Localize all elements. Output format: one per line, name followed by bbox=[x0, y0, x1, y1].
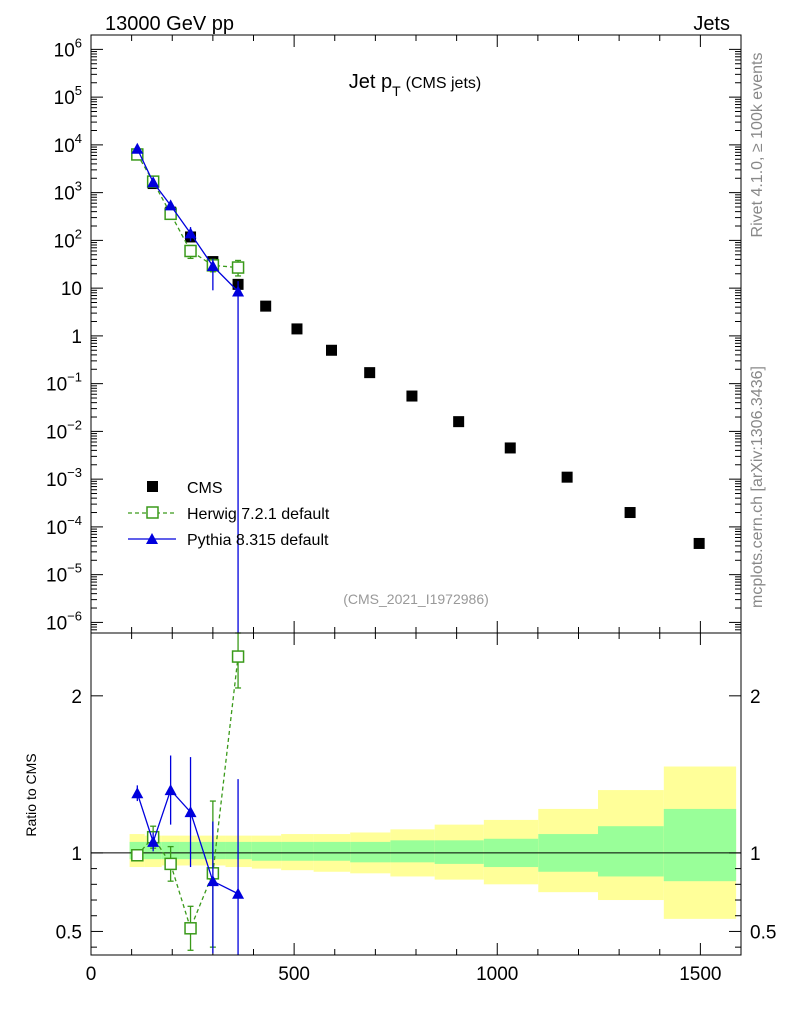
ratio-panel: 0.5 0.5 1 1 2 2 Ratio to CMS bbox=[23, 632, 776, 956]
rivet-label: Rivet 4.1.0, ≥ 100k events bbox=[749, 53, 766, 238]
mcplots-label: mcplots.cern.ch [arXiv:1306.3436] bbox=[749, 366, 766, 608]
herwig-point bbox=[164, 857, 177, 871]
legend-cms-marker bbox=[147, 481, 158, 492]
ratio-uncertainty-band bbox=[91, 766, 741, 919]
band-inner-segment bbox=[598, 826, 664, 877]
cms-point bbox=[406, 390, 418, 402]
x-tick-label: 0 bbox=[86, 964, 97, 985]
cms-point bbox=[260, 300, 272, 312]
ratio-y-tick-label-right: 2 bbox=[750, 687, 761, 708]
main-series-marks bbox=[131, 142, 705, 633]
x-axis-tick-labels: 0 500 1000 1500 bbox=[86, 964, 722, 985]
cms-point bbox=[624, 507, 636, 519]
y-tick-label: 10−2 bbox=[46, 417, 82, 443]
herwig-point bbox=[231, 261, 245, 274]
cms-point bbox=[326, 344, 337, 356]
ratio-y-tick-label-left: 2 bbox=[71, 687, 82, 708]
band-inner-segment bbox=[390, 840, 435, 863]
legend: CMS Herwig 7.2.1 default Pythia 8.315 de… bbox=[128, 480, 330, 549]
ratio-y-tick-label-right: 0.5 bbox=[750, 922, 776, 943]
plot-title-suffix: (CMS jets) bbox=[406, 75, 482, 92]
y-tick-label: 10−3 bbox=[46, 465, 82, 491]
band-inner-segment bbox=[663, 808, 737, 882]
ratio-ylabel: Ratio to CMS bbox=[23, 753, 39, 836]
y-tick-label: 102 bbox=[54, 226, 82, 252]
legend-herwig: Herwig 7.2.1 default bbox=[128, 506, 330, 523]
pythia-point bbox=[147, 176, 160, 188]
y-tick-label: 10−5 bbox=[46, 561, 82, 587]
legend-pythia-label: Pythia 8.315 default bbox=[187, 532, 329, 549]
band-inner-segment bbox=[434, 840, 484, 864]
band-inner-segment bbox=[251, 841, 282, 861]
legend-cms: CMS bbox=[147, 480, 223, 497]
pythia-point bbox=[206, 260, 219, 272]
y-tick-label: 10−1 bbox=[46, 370, 82, 396]
x-tick-label: 1000 bbox=[476, 964, 518, 985]
x-tick-label: 500 bbox=[278, 964, 310, 985]
herwig-line bbox=[136, 656, 239, 931]
ratio-y-tick-label-left: 0.5 bbox=[56, 922, 82, 943]
ratio-y-tick-label-right: 1 bbox=[750, 844, 761, 865]
herwig-point bbox=[184, 244, 197, 258]
y-tick-label: 10 bbox=[61, 279, 82, 300]
main-panel: 10610510410310210110−110−210−310−410−510… bbox=[46, 34, 742, 955]
legend-pythia: Pythia 8.315 default bbox=[128, 532, 329, 549]
pythia-point bbox=[131, 787, 144, 799]
y-tick-label: 105 bbox=[54, 83, 82, 109]
cms-point bbox=[453, 416, 465, 428]
pythia-point bbox=[184, 227, 197, 239]
legend-pythia-marker bbox=[146, 533, 158, 544]
analysis-id: (CMS_2021_I1972986) bbox=[343, 591, 489, 607]
legend-herwig-marker bbox=[146, 506, 159, 519]
herwig-point bbox=[131, 849, 144, 862]
pythia-point bbox=[206, 875, 219, 887]
y-tick-label: 106 bbox=[54, 35, 82, 61]
y-tick-label: 104 bbox=[54, 131, 82, 157]
cms-point bbox=[504, 442, 516, 454]
cms-point bbox=[364, 367, 376, 379]
legend-herwig-label: Herwig 7.2.1 default bbox=[187, 506, 330, 523]
pythia-point bbox=[131, 142, 144, 154]
cms-point bbox=[561, 471, 573, 483]
ratio-series-marks bbox=[131, 632, 245, 955]
legend-cms-label: CMS bbox=[187, 480, 223, 497]
x-tick-label: 1500 bbox=[679, 964, 721, 985]
y-tick-label: 10−6 bbox=[46, 608, 82, 634]
plot-title: Jet pT (CMS jets) bbox=[349, 71, 481, 99]
plot-title-sub: T bbox=[392, 83, 401, 99]
pythia-point bbox=[184, 806, 197, 818]
herwig-point bbox=[184, 922, 197, 935]
ratio-frame bbox=[90, 632, 742, 956]
pythia-point bbox=[164, 199, 177, 211]
y-tick-label: 1 bbox=[71, 327, 82, 348]
process-label: 13000 GeV pp bbox=[105, 13, 234, 35]
pythia-point bbox=[164, 784, 177, 796]
pythia-point bbox=[232, 887, 245, 899]
herwig-point bbox=[231, 650, 245, 663]
band-inner-segment bbox=[313, 841, 351, 861]
cms-point bbox=[693, 537, 705, 549]
y-tick-label: 103 bbox=[54, 179, 82, 205]
ratio-axis-ticks: 0.5 0.5 1 1 2 2 bbox=[56, 687, 776, 948]
pythia-point bbox=[147, 835, 160, 847]
band-inner-segment bbox=[350, 841, 391, 863]
y-tick-label: 10−4 bbox=[46, 513, 82, 539]
pythia-point bbox=[232, 285, 245, 297]
ratio-y-tick-label-left: 1 bbox=[71, 844, 82, 865]
plot-title-main: Jet p bbox=[349, 71, 392, 93]
main-axis-ticks: 10610510410310210110−110−210−310−410−510… bbox=[46, 34, 742, 955]
cms-point bbox=[291, 323, 303, 335]
band-inner-segment bbox=[281, 841, 314, 861]
category-label: Jets bbox=[693, 13, 730, 35]
pythia-line bbox=[136, 148, 239, 292]
